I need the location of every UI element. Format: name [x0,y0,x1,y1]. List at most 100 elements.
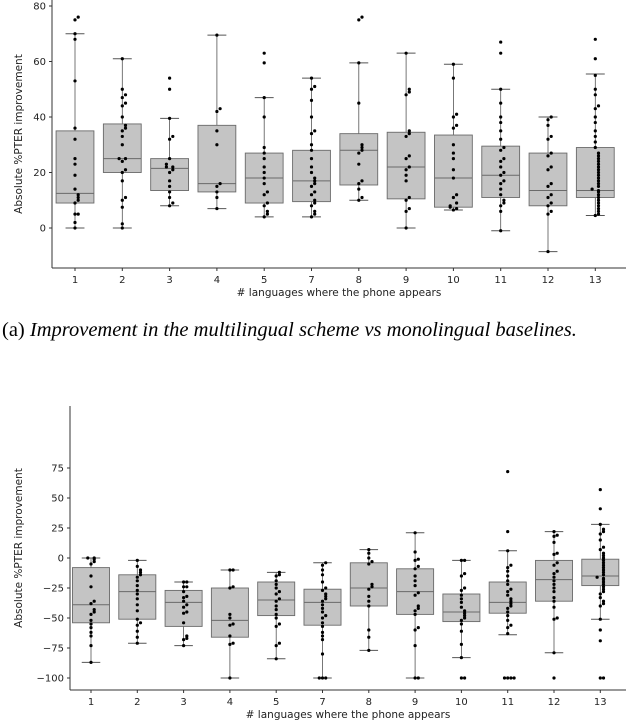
data-point [138,570,143,575]
data-point [120,198,124,202]
data-point [320,621,325,625]
data-point [135,564,139,569]
data-point [598,548,602,552]
data-point [123,123,128,127]
data-point [459,642,463,647]
data-point [215,143,219,147]
data-point [404,209,408,213]
x-tick-label: 13 [589,275,602,286]
data-point [89,618,93,623]
data-point [215,33,219,37]
data-point [506,569,510,573]
data-point [120,129,124,133]
x-tick-label: 12 [548,697,561,708]
box-iqr [535,559,573,602]
data-point [499,129,503,133]
data-point [552,579,556,583]
data-point [89,562,93,566]
data-point [360,15,364,19]
y-tick-label: 40 [33,113,46,124]
data-point [463,616,467,620]
data-point [138,573,143,577]
data-point [309,204,314,208]
y-tick-label: −50 [43,614,64,625]
data-point [262,151,266,155]
data-point [506,632,510,636]
data-point [499,159,503,163]
data-point [451,157,455,161]
x-tick-label: 5 [261,275,267,286]
x-tick-label: 1 [72,275,78,286]
data-point [407,132,411,136]
data-point [546,184,550,188]
data-point [455,193,459,197]
data-point [416,626,420,630]
data-point [601,545,606,549]
box-iqr [386,131,426,200]
data-point [596,193,601,197]
data-point [367,604,371,608]
data-point [598,639,602,643]
x-tick-label: 11 [501,697,514,708]
data-point [367,635,371,639]
data-point [120,226,124,230]
data-point [123,157,128,161]
data-point [552,552,556,557]
data-point [463,676,467,680]
y-tick-label: −100 [37,674,64,685]
data-point [168,179,172,183]
data-point [601,585,606,589]
data-point [413,574,417,578]
data-point [313,201,317,205]
data-point [601,580,606,584]
data-point [313,84,317,89]
data-point [89,626,93,630]
box-iqr [72,567,110,624]
data-point [313,179,317,183]
data-point [320,588,325,593]
data-point [231,641,235,645]
data-point [262,182,266,186]
data-point [601,676,606,680]
data-point [509,563,513,567]
data-point [502,179,506,183]
data-point [120,115,124,119]
x-tick-label: 11 [494,275,507,286]
caption-text: Improvement in the multilingual scheme v… [29,319,577,341]
data-point [546,249,550,254]
data-point [596,162,601,166]
data-point [360,195,364,200]
data-point [228,642,232,647]
data-point [135,603,139,607]
data-point [324,586,328,590]
data-point [463,586,467,590]
data-point [549,182,553,186]
data-point [171,165,175,169]
box-iqr [303,588,342,626]
data-point [92,560,96,564]
data-point [407,90,411,94]
data-point [357,101,361,105]
data-point [459,600,463,605]
data-point [309,184,314,188]
data-point [407,206,411,211]
box-iqr [575,147,615,198]
data-point [168,137,172,141]
data-point [185,585,189,589]
data-point [262,170,266,175]
data-point [555,569,559,573]
data-point [451,176,455,180]
data-point [317,676,321,680]
data-point [459,629,463,633]
data-point [367,628,371,632]
box-iqr [488,581,527,614]
data-point [549,151,553,155]
data-point [601,602,606,606]
data-point [367,594,371,599]
data-point [135,592,139,596]
data-point [416,604,420,608]
data-point [552,651,556,655]
data-point [549,209,553,213]
data-point [228,616,232,620]
data-point [120,222,124,226]
